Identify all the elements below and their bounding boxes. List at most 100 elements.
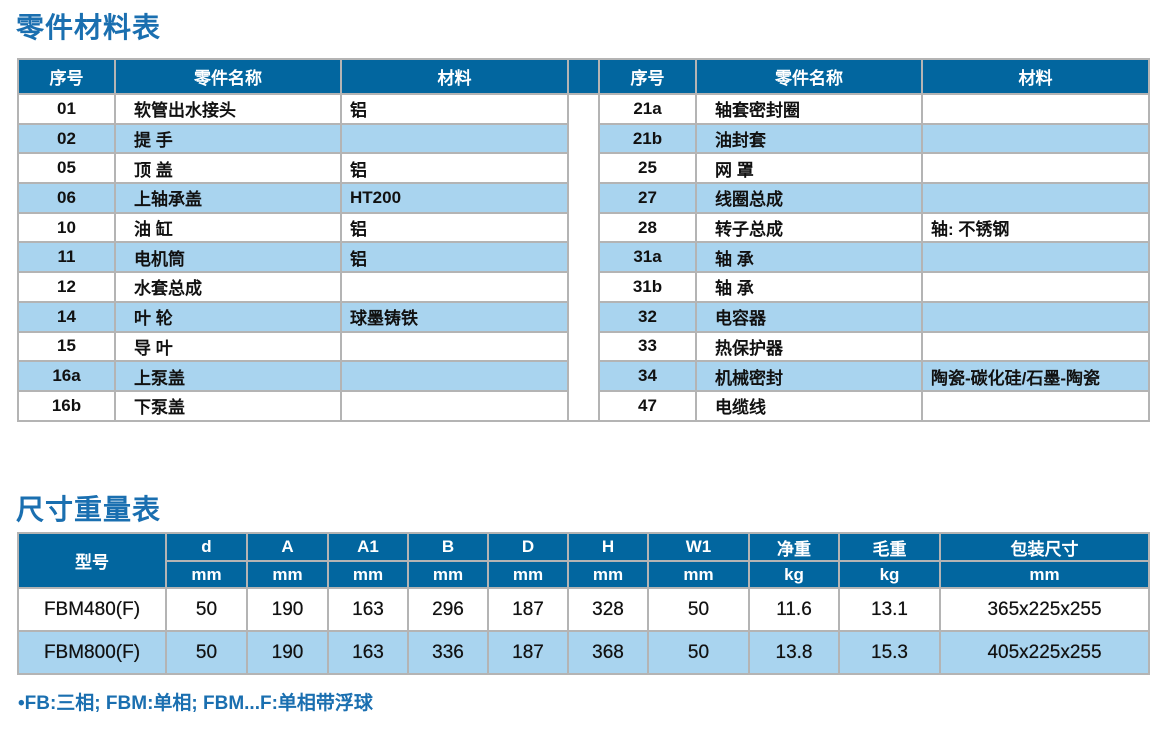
part-material [921,182,1150,214]
part-no: 21a [598,93,697,125]
unit-4: mm [487,560,569,589]
part-name: 油 缸 [114,211,342,244]
part-name: 网 罩 [695,152,923,185]
header-no: 序号 [17,58,116,95]
value-cell: 50 [647,587,750,632]
part-no: 10 [17,211,116,244]
header-6: W1 [647,532,750,562]
value-cell: 187 [487,587,569,632]
part-no: 32 [598,300,697,333]
value-cell: 328 [567,587,649,632]
model-cell: FBM480(F) [17,587,167,632]
value-cell: 365x225x255 [939,587,1150,632]
table-row: FBM480(F) 50 190 163 296 187 328 50 11.6 13.1 365x… [17,587,1150,632]
part-name: 机械密封 [695,360,923,392]
value-cell: 190 [246,587,329,632]
table-row: 06 上轴承盖 HT200 27 线圈总成 [17,182,1150,214]
part-name: 下泵盖 [114,389,342,422]
part-material [340,389,569,422]
part-no: 15 [17,330,116,363]
dims-table-title: 尺寸重量表 [16,494,162,525]
table-row: FBM800(F) 50 190 163 336 187 368 50 13.8 15.3 405x… [17,630,1150,675]
value-cell: 50 [165,587,248,632]
parts-material-table: 序号 零件名称 材料 序号 零件名称 材料 01 软管出水接头铝 21a 轴套密封圈 0… [17,58,1150,422]
header-7: 净重 [748,532,840,562]
value-cell: 13.1 [838,587,941,632]
part-name: 电容器 [695,300,923,333]
table-row: 12 水套总成 31b 轴 承 [17,271,1150,303]
header-3: B [407,532,489,562]
part-material [921,271,1150,303]
part-no: 34 [598,360,697,392]
table-row: 01 软管出水接头铝 21a 轴套密封圈 [17,93,1150,422]
part-material: 铝 [340,152,569,185]
header-0: d [165,532,248,562]
unit-8: kg [838,560,941,589]
part-material: 轴: 不锈钢 [921,211,1150,244]
part-material [340,330,569,363]
model-cell: FBM800(F) [17,630,167,675]
header-gap [567,58,600,95]
part-name: 电机筒 [114,241,342,274]
header-5: H [567,532,649,562]
value-cell: 190 [246,630,329,675]
part-material: 陶瓷-碳化硅/石墨-陶瓷 [921,360,1150,392]
gap-column [567,94,600,422]
part-no: 21b [598,122,697,155]
part-material [340,271,569,303]
part-no: 14 [17,300,116,333]
table-row: 10 油 缸铝 28 转子总成 轴: 不锈钢 [17,211,1150,244]
part-name: 上泵盖 [114,360,342,392]
value-cell: 13.8 [748,630,840,675]
table-row: 16b 下泵盖 47 电缆线 [17,389,1150,422]
part-material [340,122,569,155]
part-no: 31a [598,241,697,274]
header-model: 型号 [17,532,167,589]
part-material [921,389,1150,422]
header-material: 材料 [340,58,569,95]
part-name: 线圈总成 [695,182,923,214]
part-name: 热保护器 [695,330,923,363]
part-no: 16b [17,389,116,422]
part-name: 上轴承盖 [114,182,342,214]
part-no: 01 [17,93,116,125]
parts-header-row: 序号 零件名称 材料 序号 零件名称 材料 [17,58,1150,95]
part-name: 提 手 [114,122,342,155]
table-row: 02 提 手 21b 油封套 [17,122,1150,155]
part-name: 叶 轮 [114,300,342,333]
unit-5: mm [567,560,649,589]
value-cell: 163 [327,587,409,632]
part-material: 球墨铸铁 [340,300,569,333]
table-row: 15 导 叶 33 热保护器 [17,330,1150,363]
part-no: 16a [17,360,116,392]
part-name: 电缆线 [695,389,923,422]
part-name: 顶 盖 [114,152,342,185]
header-no: 序号 [598,58,697,95]
part-name: 轴 承 [695,241,923,274]
unit-9: mm [939,560,1150,589]
header-8: 毛重 [838,532,941,562]
value-cell: 163 [327,630,409,675]
value-cell: 296 [407,587,489,632]
value-cell: 368 [567,630,649,675]
value-cell: 50 [647,630,750,675]
header-1: A [246,532,329,562]
footnote-text: FB:三相; FBM:单相; FBM...F:单相带浮球 [24,693,373,714]
header-material: 材料 [921,58,1150,95]
unit-7: kg [748,560,840,589]
part-name: 轴 承 [695,271,923,303]
part-material [921,152,1150,185]
part-material: 铝 [340,211,569,244]
part-material: 铝 [340,93,569,125]
part-name: 轴套密封圈 [695,93,923,125]
table-row: 11 电机筒铝 31a 轴 承 [17,241,1150,274]
part-name: 导 叶 [114,330,342,363]
value-cell: 405x225x255 [939,630,1150,675]
value-cell: 336 [407,630,489,675]
unit-3: mm [407,560,489,589]
dimensions-weight-table: 型号 d A A1 B D H W1 净重 毛重 包装尺寸 mm mm mm mm mm mm mm kg kg m… [17,532,1150,675]
bullet-icon: • [18,693,25,714]
dims-header-row: 型号 d A A1 B D H W1 净重 毛重 包装尺寸 [17,532,1150,589]
part-no: 33 [598,330,697,363]
value-cell: 187 [487,630,569,675]
